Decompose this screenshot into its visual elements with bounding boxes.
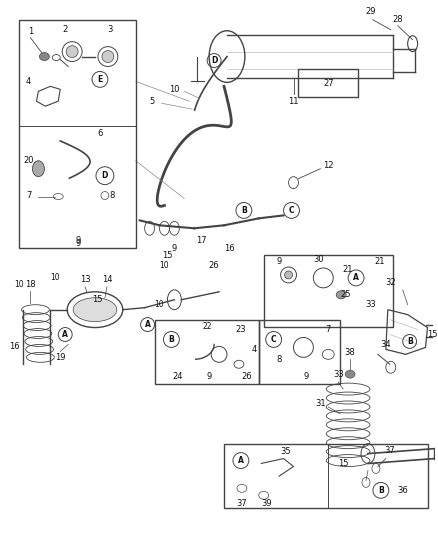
Text: B: B bbox=[407, 337, 413, 346]
Text: B: B bbox=[378, 486, 384, 495]
Text: 13: 13 bbox=[80, 276, 90, 285]
Text: 28: 28 bbox=[392, 15, 403, 25]
Bar bbox=[259, 320, 340, 384]
Ellipse shape bbox=[66, 46, 78, 58]
Text: 10: 10 bbox=[14, 280, 23, 289]
Text: 15: 15 bbox=[92, 295, 102, 304]
Text: 39: 39 bbox=[261, 499, 272, 508]
Text: 4: 4 bbox=[26, 77, 31, 86]
Text: 29: 29 bbox=[366, 7, 376, 17]
Text: 9: 9 bbox=[304, 372, 309, 381]
Text: 33: 33 bbox=[333, 370, 343, 379]
Text: 26: 26 bbox=[241, 372, 252, 381]
Text: C: C bbox=[289, 206, 294, 215]
Text: 7: 7 bbox=[325, 325, 331, 334]
Ellipse shape bbox=[73, 298, 117, 321]
Text: A: A bbox=[62, 330, 68, 339]
Text: 3: 3 bbox=[107, 25, 113, 34]
Text: 9: 9 bbox=[207, 372, 212, 381]
Ellipse shape bbox=[32, 161, 44, 176]
Text: 19: 19 bbox=[55, 353, 66, 362]
Text: 34: 34 bbox=[381, 340, 391, 349]
Text: 14: 14 bbox=[102, 276, 112, 285]
Text: 9: 9 bbox=[172, 244, 177, 253]
Text: 6: 6 bbox=[97, 130, 102, 139]
Text: 32: 32 bbox=[385, 278, 396, 287]
Text: B: B bbox=[241, 206, 247, 215]
Text: 16: 16 bbox=[224, 244, 234, 253]
Ellipse shape bbox=[39, 53, 49, 61]
Text: A: A bbox=[353, 273, 359, 282]
Text: A: A bbox=[145, 320, 151, 329]
Ellipse shape bbox=[345, 370, 355, 378]
Text: 37: 37 bbox=[385, 446, 395, 455]
Text: 16: 16 bbox=[9, 342, 20, 351]
Text: 10: 10 bbox=[160, 261, 170, 270]
Text: 4: 4 bbox=[251, 345, 256, 354]
Text: 27: 27 bbox=[323, 79, 334, 88]
Text: 24: 24 bbox=[172, 372, 183, 381]
Text: D: D bbox=[102, 171, 108, 180]
Text: 9: 9 bbox=[276, 256, 281, 265]
Text: 21: 21 bbox=[343, 265, 353, 274]
Text: 1: 1 bbox=[28, 27, 33, 36]
Text: 36: 36 bbox=[397, 486, 408, 495]
Text: 10: 10 bbox=[50, 273, 60, 282]
Text: 15: 15 bbox=[162, 251, 173, 260]
Text: 35: 35 bbox=[280, 447, 291, 456]
Text: 5: 5 bbox=[149, 96, 154, 106]
Text: D: D bbox=[211, 56, 217, 65]
Text: A: A bbox=[238, 456, 244, 465]
Text: 12: 12 bbox=[323, 161, 333, 170]
Text: 33: 33 bbox=[366, 300, 376, 309]
Text: 30: 30 bbox=[313, 255, 324, 263]
Text: 15: 15 bbox=[338, 459, 348, 468]
Text: C: C bbox=[271, 335, 276, 344]
Text: 9: 9 bbox=[75, 236, 81, 245]
Text: 10: 10 bbox=[155, 300, 164, 309]
Text: B: B bbox=[169, 335, 174, 344]
Text: 2: 2 bbox=[63, 25, 68, 34]
Text: 38: 38 bbox=[345, 348, 356, 357]
Text: E: E bbox=[97, 75, 102, 84]
Text: 31: 31 bbox=[315, 399, 325, 408]
Text: 8: 8 bbox=[109, 191, 115, 200]
Text: 20: 20 bbox=[23, 156, 34, 165]
Text: 23: 23 bbox=[236, 325, 246, 334]
Bar bbox=[298, 69, 358, 97]
Text: 7: 7 bbox=[26, 191, 31, 200]
Ellipse shape bbox=[285, 271, 293, 279]
Ellipse shape bbox=[102, 51, 114, 62]
Text: 10: 10 bbox=[169, 85, 180, 94]
Text: 15: 15 bbox=[427, 330, 438, 339]
Text: 21: 21 bbox=[374, 256, 385, 265]
Ellipse shape bbox=[336, 291, 346, 299]
Text: 26: 26 bbox=[209, 261, 219, 270]
Text: 25: 25 bbox=[341, 290, 351, 300]
Text: 17: 17 bbox=[196, 236, 206, 245]
Text: 8: 8 bbox=[276, 355, 281, 364]
Text: 18: 18 bbox=[25, 280, 36, 289]
Text: 9: 9 bbox=[75, 239, 81, 248]
Bar bbox=[18, 20, 136, 248]
Bar bbox=[224, 443, 427, 508]
Text: 11: 11 bbox=[288, 96, 299, 106]
Bar bbox=[155, 320, 259, 384]
Bar bbox=[264, 255, 393, 327]
Text: 22: 22 bbox=[202, 322, 212, 331]
Text: 37: 37 bbox=[237, 499, 247, 508]
